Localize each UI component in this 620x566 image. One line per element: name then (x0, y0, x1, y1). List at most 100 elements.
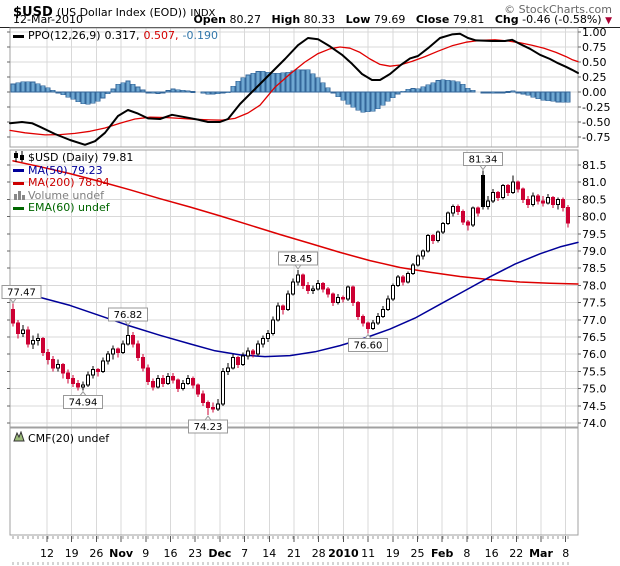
x-axis-label: 28 (312, 547, 326, 560)
candle-body (271, 319, 275, 335)
ppo-histogram-bar (240, 77, 246, 93)
candle-body (531, 195, 535, 206)
chart-date: 12-Mar-2010 (13, 13, 83, 26)
y-axis-label: 80.0 (582, 211, 607, 224)
candle-body (281, 305, 285, 310)
ppo-value: 0.317, (104, 29, 140, 42)
ppo-histogram-bar (135, 86, 141, 93)
ppo-histogram-bar (400, 91, 406, 93)
volume-bars-icon (13, 189, 25, 204)
ppo-histogram-bar (325, 87, 331, 93)
annotation-text: 76.82 (114, 310, 143, 321)
ppo-histogram-bar (380, 91, 386, 106)
candle-body (311, 288, 315, 292)
candle-body (536, 195, 540, 202)
candle-body (291, 281, 295, 295)
candle-body (171, 376, 175, 381)
ppo-histogram-bar (430, 82, 436, 93)
ppo-histogram-bar (480, 91, 486, 94)
ppo-histogram-bar (225, 91, 231, 93)
candle-body (231, 357, 235, 369)
candle-body (166, 376, 170, 384)
ppo-histogram-bar (230, 85, 236, 93)
ppo-histogram-bar (555, 91, 561, 103)
close-value: 79.81 (452, 13, 485, 26)
ppo-histogram-bar (530, 91, 536, 98)
ppo-histogram-bar (90, 91, 96, 104)
x-axis-label: 21 (287, 547, 301, 560)
y-axis-label: 80.5 (582, 193, 607, 206)
y-axis-label: 78.0 (582, 279, 607, 292)
legend-label: Volume undef (28, 188, 104, 202)
ppo-histogram-bar (375, 91, 381, 109)
candle-body (391, 284, 395, 300)
ppo-histogram-bar (500, 91, 506, 94)
cmf-label: CMF(20) undef (28, 432, 110, 445)
candle-body (341, 296, 345, 300)
ppo-histogram-bar (190, 91, 196, 93)
candle-body (46, 351, 50, 360)
candle-body (81, 384, 85, 388)
candle-body (111, 348, 115, 355)
ppo-histogram-bar (545, 91, 551, 101)
annotation-text: 77.47 (7, 288, 36, 299)
ppo-histogram-bar (40, 85, 46, 93)
candle-body (546, 197, 550, 204)
line-icon (13, 169, 24, 173)
y-axis-label: 79.0 (582, 245, 607, 258)
ppo-histogram-bar (305, 69, 311, 93)
candle-body (26, 329, 30, 345)
ppo-histogram-bar (525, 91, 531, 96)
candle-body (401, 276, 405, 283)
ppo-histogram-bar (245, 74, 251, 93)
candle-body (436, 231, 440, 242)
candle-body (356, 302, 360, 317)
x-axis-label: 14 (262, 547, 276, 560)
candle-body (176, 379, 180, 390)
candle-body (481, 174, 485, 207)
ppo-histogram-bar (465, 87, 471, 93)
candle-body (61, 364, 65, 374)
ppo-histogram-bar (235, 81, 241, 93)
ma50-line (12, 241, 579, 358)
candle-body (466, 221, 470, 226)
candle-body (361, 315, 365, 324)
ppo-histogram-bar (450, 80, 456, 93)
candle-body (381, 308, 385, 317)
candle-body (86, 374, 90, 386)
candle-body (521, 188, 525, 200)
ppo-histogram-bar (200, 91, 206, 94)
candle-body (351, 286, 355, 304)
ppo-histogram-bar (65, 91, 71, 98)
candle-body (476, 207, 480, 214)
candle-body (346, 286, 350, 300)
ppo-histogram-bar (565, 91, 571, 103)
y-axis-label: -0.75 (582, 131, 610, 144)
brand-credit: © StockCharts.com (504, 3, 612, 16)
candle-body (426, 235, 430, 252)
ppo-histogram-bar (10, 83, 16, 93)
x-axis-label: 8 (562, 547, 569, 560)
y-axis-label: 74.0 (582, 417, 607, 430)
ppo-histogram-bar (410, 88, 416, 93)
y-axis-label: 0.25 (582, 71, 607, 84)
x-axis-label: 26 (89, 547, 103, 560)
ppo-histogram-bar (540, 91, 546, 101)
annotation-box (463, 152, 503, 167)
x-axis-label: 9 (142, 547, 149, 560)
x-axis-label: Feb (431, 547, 454, 560)
candle-body (71, 377, 75, 384)
candle-body (181, 382, 185, 390)
y-axis-label: 81.0 (582, 176, 607, 189)
ppo-histogram-bar (75, 91, 81, 102)
annotation-box (278, 251, 318, 266)
candle-body (471, 207, 475, 226)
exchange: INDX (190, 8, 216, 19)
candle-body (196, 384, 200, 395)
candle-body (146, 367, 150, 383)
y-axis-label: 75.5 (582, 365, 607, 378)
ppo-histogram-bar (85, 91, 91, 105)
candle-body (511, 181, 515, 194)
candle-body (241, 355, 245, 366)
